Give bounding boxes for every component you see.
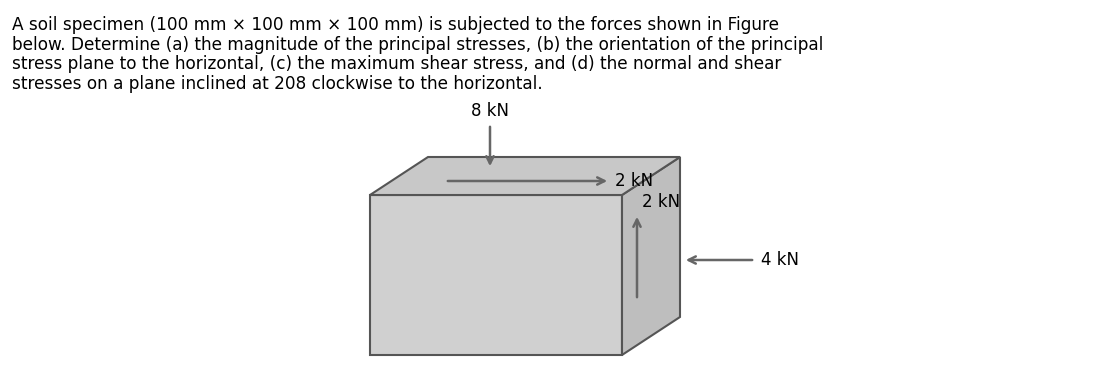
Text: 2 kN: 2 kN	[615, 172, 653, 190]
Text: stresses on a plane inclined at 208 clockwise to the horizontal.: stresses on a plane inclined at 208 cloc…	[12, 74, 543, 92]
Text: below. Determine (a) the magnitude of the principal stresses, (b) the orientatio: below. Determine (a) the magnitude of th…	[12, 36, 824, 53]
Text: 2 kN: 2 kN	[642, 193, 680, 211]
Polygon shape	[622, 157, 680, 355]
Text: stress plane to the horizontal, (c) the maximum shear stress, and (d) the normal: stress plane to the horizontal, (c) the …	[12, 55, 781, 73]
Text: 8 kN: 8 kN	[471, 102, 509, 120]
Polygon shape	[370, 157, 680, 195]
Polygon shape	[370, 195, 622, 355]
Text: 4 kN: 4 kN	[761, 251, 799, 269]
Text: A soil specimen (100 mm × 100 mm × 100 mm) is subjected to the forces shown in F: A soil specimen (100 mm × 100 mm × 100 m…	[12, 16, 779, 34]
